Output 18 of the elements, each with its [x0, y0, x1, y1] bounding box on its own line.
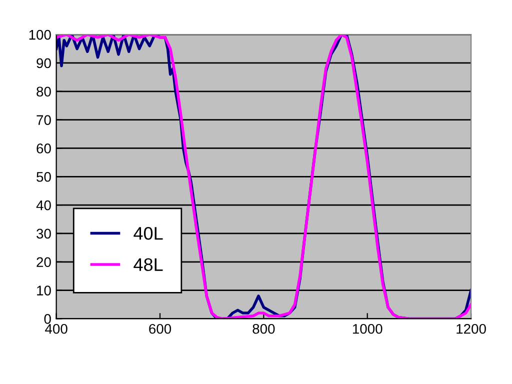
- x-tick-label: 400: [45, 324, 68, 334]
- y-tick-label: 0: [44, 314, 51, 324]
- x-tick-label: 800: [252, 324, 275, 334]
- y-tick-label: 100: [29, 30, 51, 40]
- y-tick-label: 60: [36, 144, 51, 154]
- y-tick-label: 70: [36, 115, 51, 125]
- y-tick-label: 30: [36, 228, 51, 239]
- y-tick-label: 50: [36, 172, 51, 182]
- x-tick-label: 1200: [456, 324, 486, 334]
- y-tick-label: 10: [37, 286, 51, 296]
- y-tick-label: 80: [36, 86, 51, 97]
- y-tick-label: 40: [36, 200, 51, 210]
- x-tick-label: 600: [149, 324, 172, 334]
- y-tick-label: 20: [36, 257, 51, 268]
- legend-label: 40L: [134, 226, 163, 240]
- legend-label: 48L: [134, 258, 163, 272]
- x-tick-label: 1000: [352, 324, 382, 334]
- y-tick-label: 90: [36, 58, 51, 68]
